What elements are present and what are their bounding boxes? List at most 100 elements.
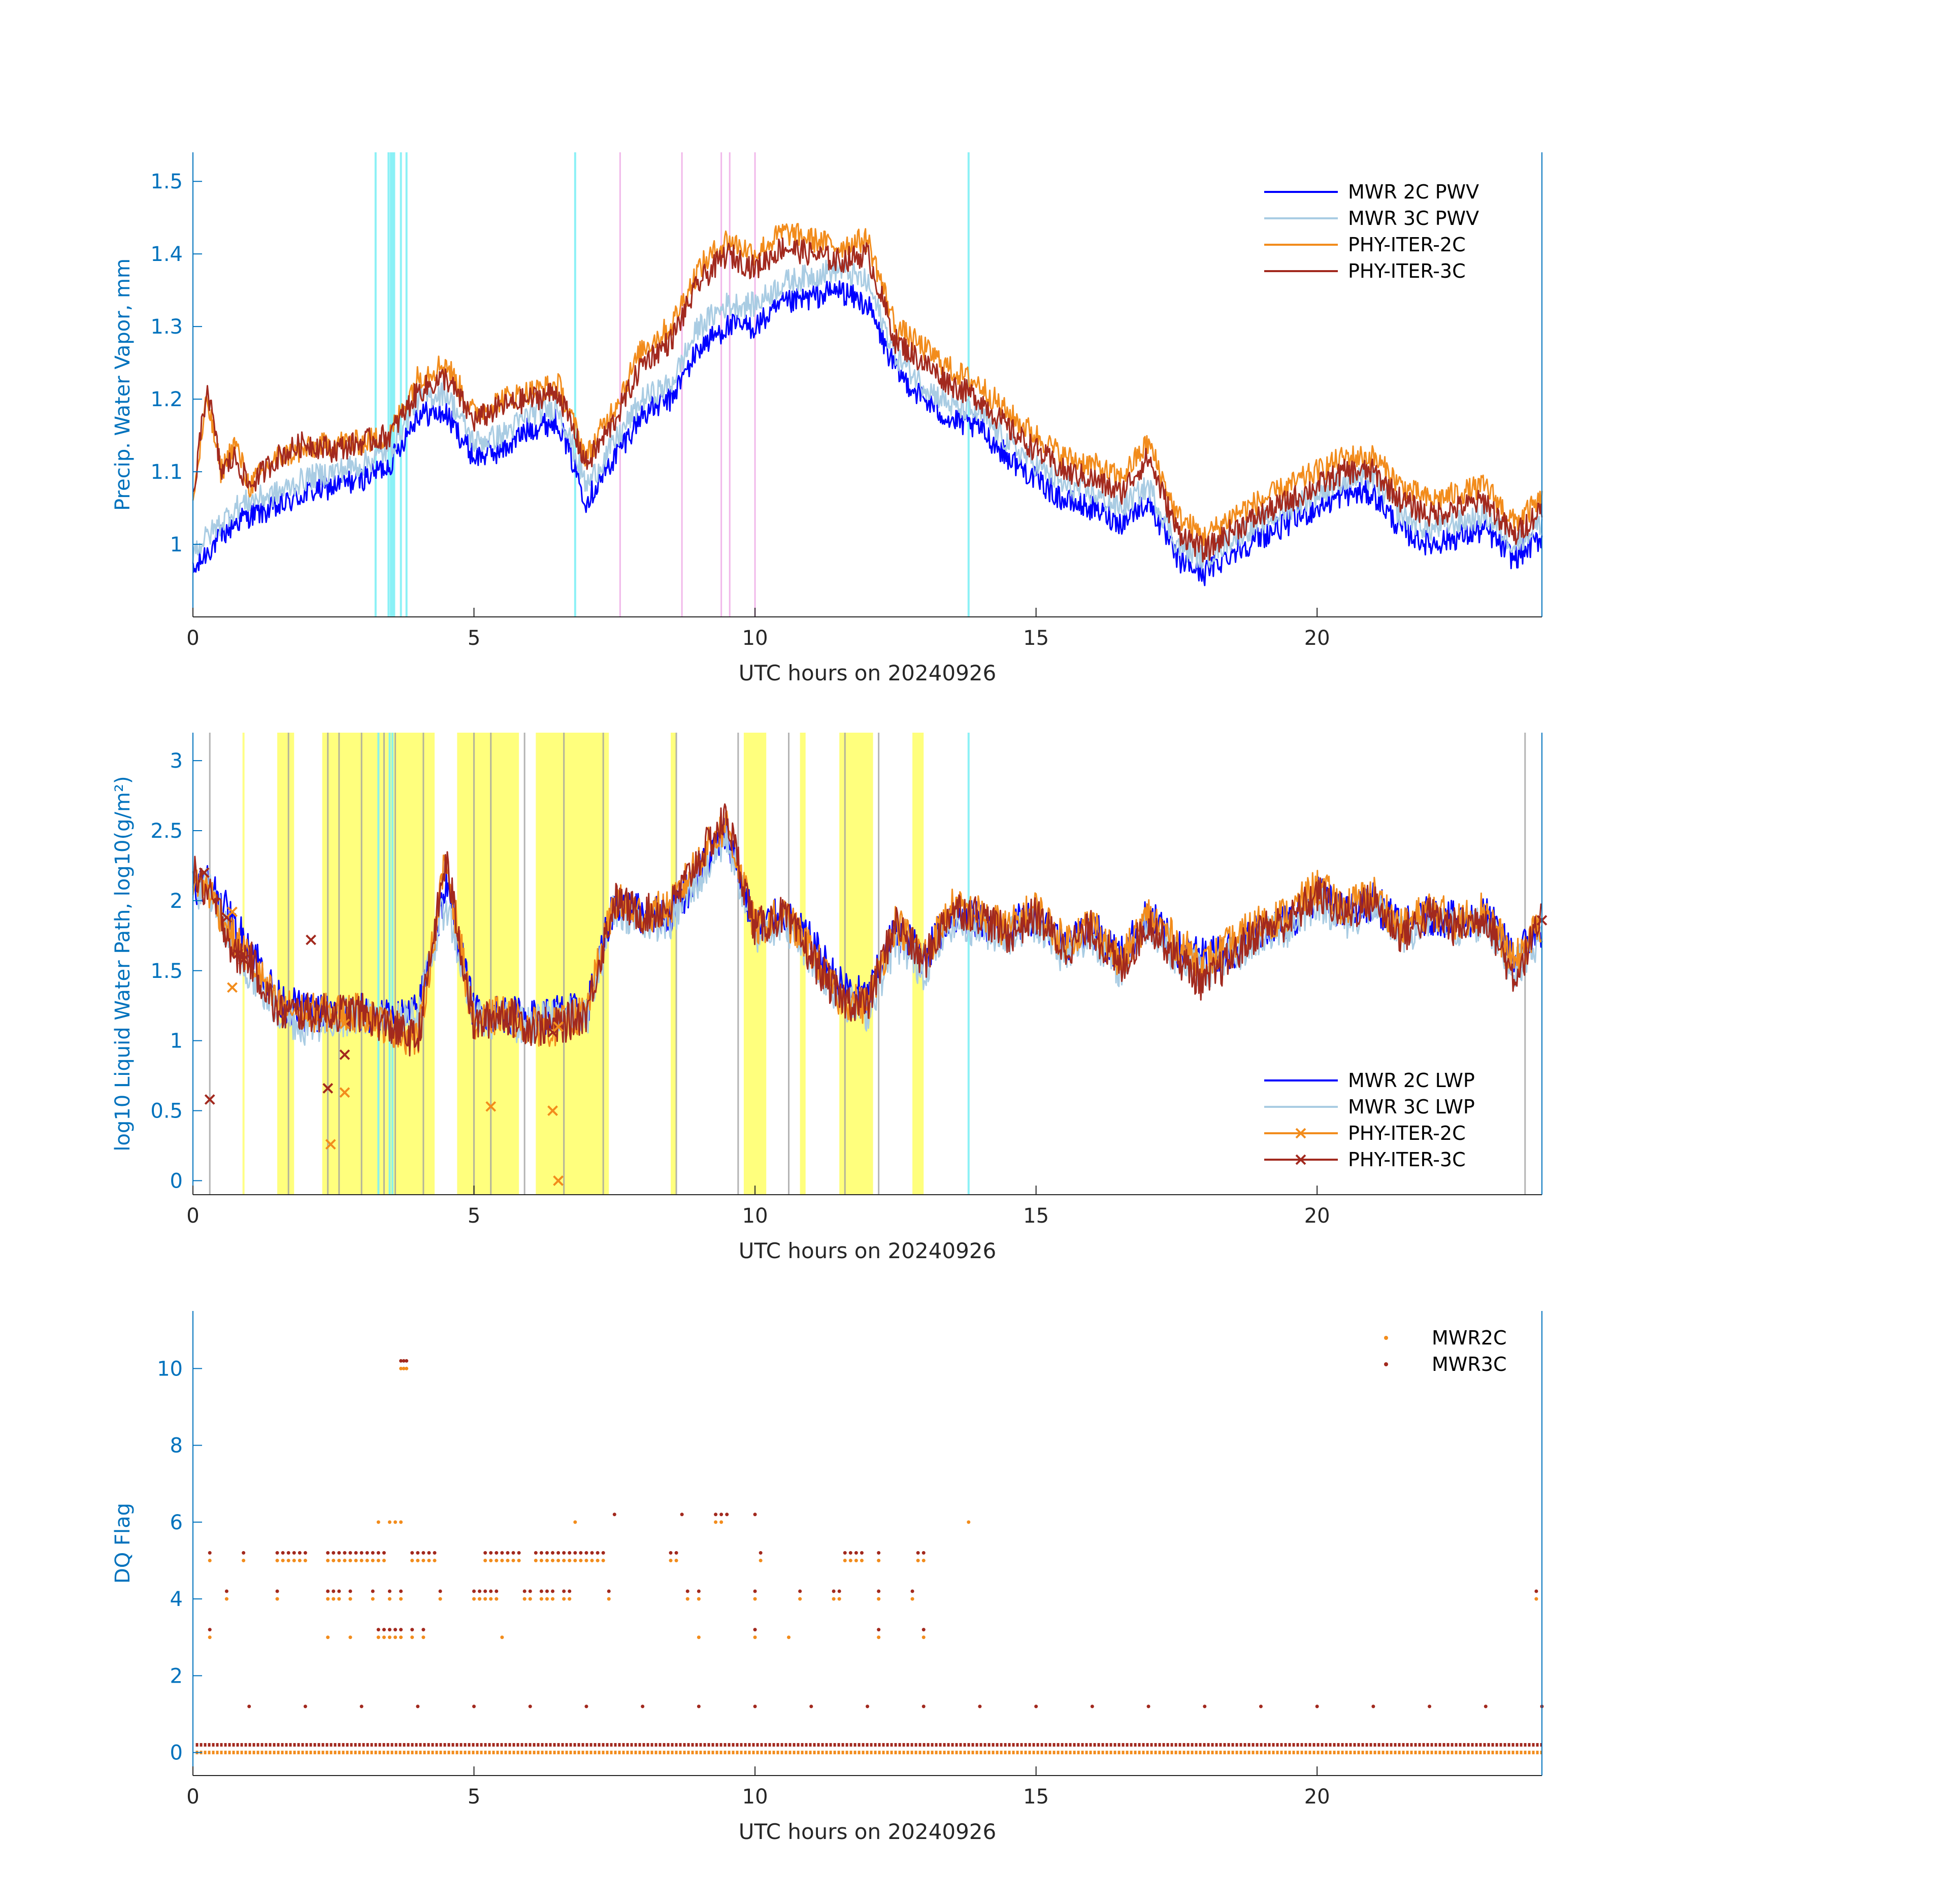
dq-point-mwr3c	[832, 1589, 836, 1593]
dq-point-mwr2c	[562, 1597, 566, 1601]
dq-point-mwr3c	[303, 1551, 307, 1555]
dq-point-mwr2c	[427, 1559, 431, 1563]
dq-point-mwr3c	[281, 1551, 285, 1555]
dq-point-mwr3c	[1484, 1704, 1488, 1709]
dq-point-mwr3c	[348, 1551, 352, 1555]
dq-y-tick-label: 6	[170, 1511, 183, 1534]
lwp-x-tick-label: 20	[1304, 1204, 1330, 1228]
dq-point-mwr3c	[759, 1551, 763, 1555]
dq-x-tick-label: 20	[1304, 1785, 1330, 1809]
dq-x-axis-label: UTC hours on 20240926	[739, 1819, 997, 1844]
dq-point-mwr2c	[348, 1559, 352, 1563]
lwp-legend-label-4: PHY-ITER-3C	[1348, 1148, 1466, 1171]
dq-point-mwr3c	[382, 1551, 386, 1555]
lwp-cross-marker	[199, 867, 210, 878]
dq-point-mwr3c	[410, 1551, 414, 1555]
dq-point-mwr3c	[399, 1359, 403, 1363]
pwv-y-tick-label: 1.1	[150, 461, 183, 484]
dq-point-mwr3c	[714, 1513, 718, 1517]
pwv-legend-label-2: MWR 3C PWV	[1348, 207, 1479, 229]
dq-x-tick-label: 10	[742, 1785, 768, 1809]
dq-point-mwr3c	[292, 1551, 296, 1555]
dq-point-mwr2c	[601, 1559, 605, 1563]
dq-point-mwr3c	[371, 1551, 375, 1555]
dq-point-mwr3c	[208, 1628, 212, 1632]
pwv-series-line-3	[192, 223, 1543, 547]
dq-point-mwr3c	[376, 1551, 380, 1555]
dq-point-mwr2c	[376, 1520, 380, 1524]
dq-point-mwr3c	[472, 1589, 476, 1593]
dq-point-mwr2c	[365, 1559, 369, 1563]
dq-point-mwr3c	[753, 1628, 757, 1632]
pwv-x-tick-label: 15	[1023, 627, 1049, 650]
dq-point-mwr2c	[399, 1366, 403, 1370]
dq-point-mwr3c	[809, 1704, 813, 1709]
lwp-y-tick-label: 2	[170, 890, 183, 913]
dq-point-mwr3c	[674, 1551, 678, 1555]
pwv-series-line-2	[192, 257, 1543, 570]
dq-point-mwr3c	[359, 1551, 364, 1555]
pwv-series-line-4	[192, 237, 1543, 563]
dq-point-mwr2c	[843, 1559, 847, 1563]
dq-point-mwr3c	[483, 1551, 487, 1555]
dq-point-mwr3c	[421, 1628, 425, 1632]
dq-point-mwr2c	[916, 1559, 920, 1563]
dq-point-mwr3c	[556, 1551, 561, 1555]
pwv-x-tick-label: 10	[742, 627, 768, 650]
lwp-cross-marker	[553, 1021, 564, 1032]
pwv-x-tick-label: 5	[468, 627, 480, 650]
lwp-cross-marker	[227, 982, 238, 993]
pwv-x-axis-label: UTC hours on 20240926	[739, 661, 997, 685]
dq-point-mwr2c	[495, 1559, 499, 1563]
dq-point-mwr3c	[1534, 1589, 1538, 1593]
dq-point-mwr3c	[489, 1589, 493, 1593]
dq-point-mwr2c	[489, 1597, 493, 1601]
dq-point-mwr3c	[405, 1359, 409, 1363]
dq-point-mwr3c	[387, 1589, 391, 1593]
dq-legend-label-2: MWR3C	[1432, 1353, 1506, 1375]
dq-point-mwr3c	[399, 1628, 403, 1632]
dq-point-mwr3c	[866, 1704, 869, 1709]
dq-point-mwr2c	[832, 1597, 836, 1601]
lwp-shade-band	[671, 733, 677, 1195]
dq-point-mwr3c	[921, 1704, 926, 1709]
dq-point-mwr2c	[348, 1635, 352, 1639]
lwp-cross-marker	[227, 906, 238, 917]
pwv-y-axis-label: Precip. Water Vapor, mm	[111, 258, 135, 511]
lwp-cross-marker	[238, 954, 249, 965]
dq-point-mwr3c	[517, 1551, 521, 1555]
dq-point-mwr3c	[607, 1589, 611, 1593]
dq-point-mwr2c	[877, 1635, 881, 1639]
dq-point-mwr3c	[1259, 1704, 1263, 1709]
dq-point-mwr3c	[208, 1551, 212, 1555]
dq-point-mwr3c	[584, 1704, 588, 1709]
dq-point-mwr2c	[387, 1520, 391, 1524]
dq-point-mwr2c	[371, 1597, 375, 1601]
dq-point-mwr2c	[410, 1635, 414, 1639]
dq-point-mwr2c	[343, 1559, 347, 1563]
dq-x-tick-label: 5	[468, 1785, 480, 1809]
dq-point-mwr3c	[303, 1704, 307, 1709]
dq-point-mwr3c	[612, 1513, 616, 1517]
dq-point-mwr3c	[416, 1704, 420, 1709]
dq-point-mwr3c	[921, 1551, 926, 1555]
dq-point-mwr2c	[697, 1635, 701, 1639]
dq-y-tick-label: 8	[170, 1434, 183, 1458]
dq-point-mwr2c	[534, 1559, 538, 1563]
dq-point-mwr3c	[326, 1551, 330, 1555]
dq-point-mwr3c	[393, 1628, 398, 1632]
dq-point-mwr3c	[275, 1589, 279, 1593]
dq-point-mwr3c	[365, 1551, 369, 1555]
dq-point-mwr3c	[399, 1589, 403, 1593]
dq-point-mwr2c	[910, 1597, 914, 1601]
dq-point-mwr3c	[438, 1589, 442, 1593]
dq-point-mwr2c	[500, 1635, 504, 1639]
dq-point-mwr2c	[495, 1597, 499, 1601]
lwp-cross-marker	[339, 1019, 350, 1029]
dq-point-mwr3c	[478, 1589, 482, 1593]
dq-point-mwr2c	[1534, 1597, 1538, 1601]
dq-point-mwr2c	[405, 1366, 409, 1370]
dq-point-mwr2c	[848, 1559, 852, 1563]
dq-point-mwr3c	[978, 1704, 982, 1709]
pwv-series-line-1	[192, 280, 1543, 586]
